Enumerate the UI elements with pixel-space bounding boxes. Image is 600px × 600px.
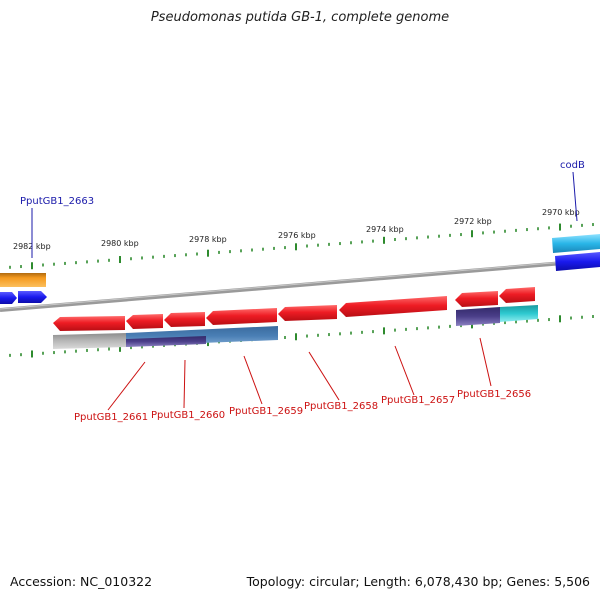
scale-label: 2976 kbp <box>278 231 316 240</box>
forward-scale-ticks <box>9 223 594 270</box>
scale-label: 2972 kbp <box>454 217 492 226</box>
feature-cds-red[interactable] <box>278 305 337 321</box>
reverse-similarity-features <box>53 305 538 349</box>
similarity-bar-purple <box>456 307 500 326</box>
gene-label[interactable]: PputGB1_2661 <box>74 412 148 423</box>
forward-features <box>0 234 600 304</box>
feature-cds-blue[interactable] <box>0 292 17 304</box>
gene-label[interactable]: PputGB1_2659 <box>229 406 303 417</box>
scale-label: 2978 kbp <box>189 235 227 244</box>
feature-cds-red[interactable] <box>206 308 277 325</box>
gene-label[interactable]: PputGB1_2660 <box>151 410 225 421</box>
similarity-bar-grey <box>53 333 127 349</box>
scale-label: 2970 kbp <box>542 208 580 217</box>
genome-summary-text: Topology: circular; Length: 6,078,430 bp… <box>246 574 590 589</box>
feature-cds-red[interactable] <box>339 296 447 317</box>
map-title: Pseudomonas putida GB-1, complete genome <box>150 10 450 25</box>
feature-cds-red[interactable] <box>126 314 163 329</box>
callout-line <box>308 351 340 401</box>
callout-line <box>183 359 186 409</box>
callout-line <box>572 171 578 222</box>
callout-line <box>479 337 492 387</box>
gene-label[interactable]: PputGB1_2657 <box>381 395 455 406</box>
reverse-scale-ticks <box>9 314 594 358</box>
gene-label[interactable]: PputGB1_2656 <box>457 389 531 400</box>
scale-label: 2980 kbp <box>101 239 139 248</box>
callout-line <box>394 345 415 396</box>
feature-cds-red[interactable] <box>455 291 498 307</box>
feature-cds-red[interactable] <box>499 287 535 303</box>
feature-cds-red[interactable] <box>53 316 125 331</box>
similarity-bar-purple <box>126 336 206 347</box>
genome-backbone <box>0 258 600 312</box>
genome-backbone-highlight <box>0 258 600 310</box>
gene-label[interactable]: PputGB1_2663 <box>20 196 94 207</box>
gene-label[interactable]: PputGB1_2658 <box>304 401 378 412</box>
reverse-cds-features <box>53 287 535 331</box>
feature-cds-red[interactable] <box>164 312 205 327</box>
scale-label: 2974 kbp <box>366 225 404 234</box>
label-callouts <box>31 171 578 411</box>
callout-line <box>107 361 146 411</box>
feature-rna-orange[interactable] <box>0 273 46 287</box>
callout-line <box>243 355 263 405</box>
feature-cds-blue[interactable] <box>18 291 47 303</box>
feature-cds-light-blue[interactable] <box>552 234 600 253</box>
feature-cds-blue[interactable] <box>555 252 600 271</box>
similarity-bar-cyan <box>500 305 538 322</box>
feature-labels: PputGB1_2663 codB PputGB1_2661 PputGB1_2… <box>20 160 585 423</box>
accession-text: Accession: NC_010322 <box>10 574 153 589</box>
gene-label[interactable]: codB <box>560 160 585 171</box>
